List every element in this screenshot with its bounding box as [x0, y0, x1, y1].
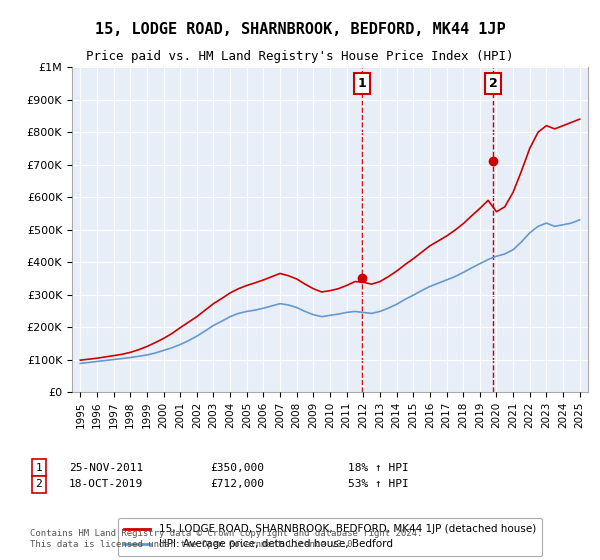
Text: 18% ↑ HPI: 18% ↑ HPI	[348, 463, 409, 473]
Text: Price paid vs. HM Land Registry's House Price Index (HPI): Price paid vs. HM Land Registry's House …	[86, 50, 514, 63]
Text: £350,000: £350,000	[210, 463, 264, 473]
Text: 1: 1	[357, 77, 366, 90]
Text: 25-NOV-2011: 25-NOV-2011	[69, 463, 143, 473]
Text: 2: 2	[489, 77, 497, 90]
Text: 2: 2	[35, 479, 43, 489]
Text: 53% ↑ HPI: 53% ↑ HPI	[348, 479, 409, 489]
Text: 1: 1	[35, 463, 43, 473]
Text: £712,000: £712,000	[210, 479, 264, 489]
Text: 18-OCT-2019: 18-OCT-2019	[69, 479, 143, 489]
Text: Contains HM Land Registry data © Crown copyright and database right 2024.
This d: Contains HM Land Registry data © Crown c…	[30, 529, 422, 549]
Text: 15, LODGE ROAD, SHARNBROOK, BEDFORD, MK44 1JP: 15, LODGE ROAD, SHARNBROOK, BEDFORD, MK4…	[95, 22, 505, 38]
Legend: 15, LODGE ROAD, SHARNBROOK, BEDFORD, MK44 1JP (detached house), HPI: Average pri: 15, LODGE ROAD, SHARNBROOK, BEDFORD, MK4…	[118, 518, 542, 556]
